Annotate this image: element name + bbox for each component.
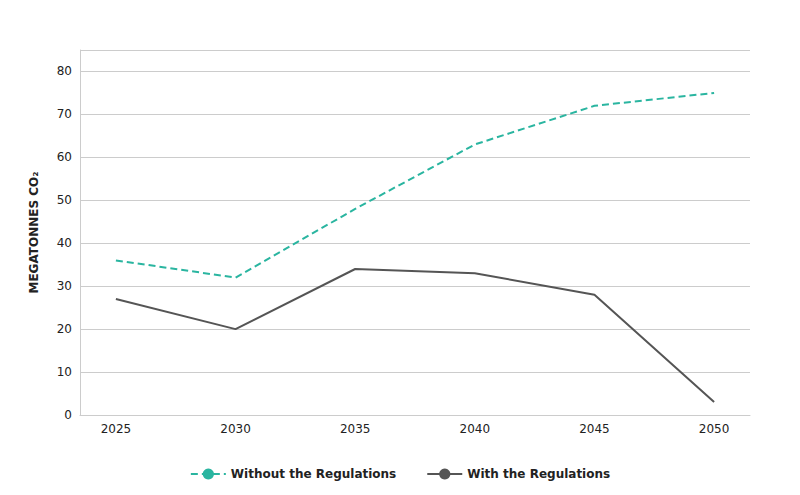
- svg-text:With the Regulations: With the Regulations: [467, 467, 610, 481]
- svg-text:30: 30: [57, 279, 72, 293]
- svg-text:70: 70: [57, 107, 72, 121]
- svg-text:2030: 2030: [220, 422, 251, 436]
- svg-text:2035: 2035: [340, 422, 371, 436]
- svg-text:60: 60: [57, 150, 72, 164]
- svg-text:MEGATONNES CO₂: MEGATONNES CO₂: [27, 171, 41, 293]
- svg-text:Without the Regulations: Without the Regulations: [231, 467, 396, 481]
- svg-text:80: 80: [57, 64, 72, 78]
- svg-text:50: 50: [57, 193, 72, 207]
- svg-text:2025: 2025: [101, 422, 132, 436]
- svg-text:10: 10: [57, 365, 72, 379]
- svg-text:20: 20: [57, 322, 72, 336]
- svg-text:40: 40: [57, 236, 72, 250]
- svg-text:0: 0: [64, 408, 72, 422]
- svg-text:2050: 2050: [699, 422, 730, 436]
- svg-text:2045: 2045: [579, 422, 610, 436]
- svg-text:2040: 2040: [460, 422, 491, 436]
